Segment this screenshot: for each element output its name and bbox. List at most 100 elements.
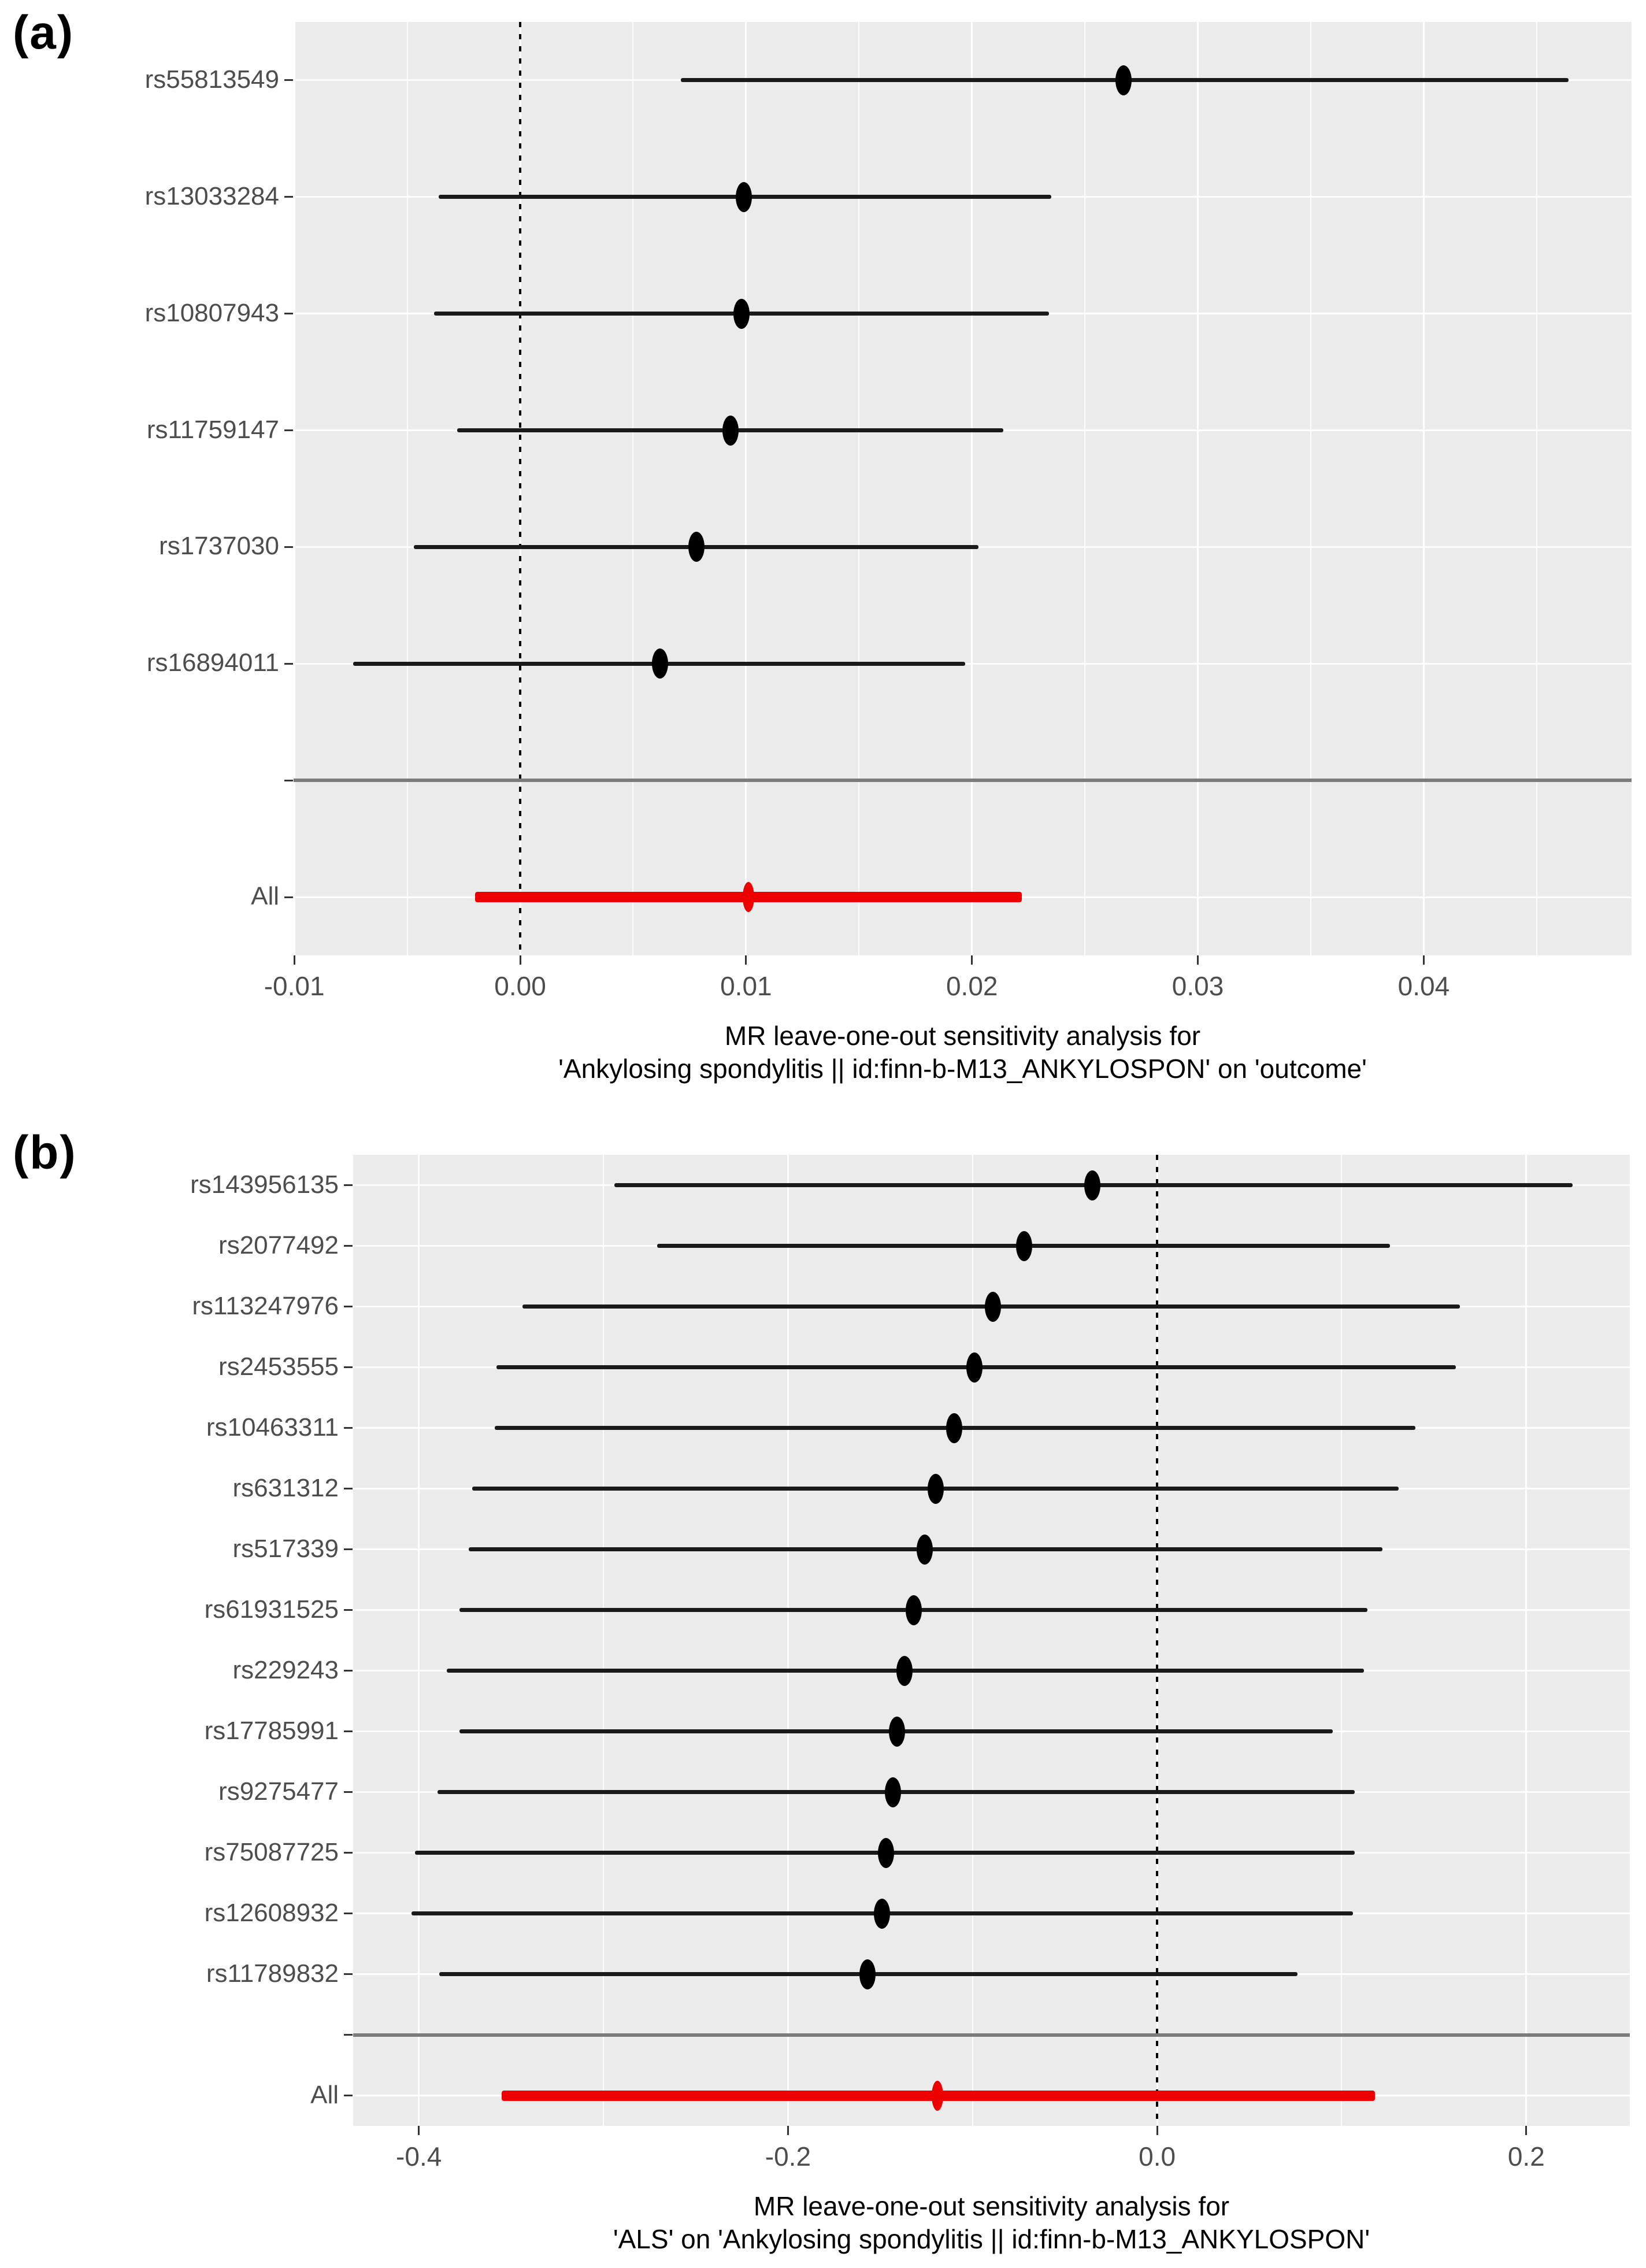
- point-estimate: [688, 532, 705, 562]
- x-tick-label: 0.02: [946, 971, 998, 1001]
- x-axis-tick: [971, 955, 973, 965]
- y-axis-tick: [344, 1245, 353, 1247]
- point-estimate: [1016, 1231, 1033, 1261]
- y-axis-label: rs75087725: [204, 1837, 339, 1866]
- v-gridline-major: [1422, 22, 1425, 955]
- y-axis-label: rs229243: [232, 1655, 339, 1684]
- point-estimate: [1084, 1170, 1101, 1200]
- y-axis-label: rs13033284: [144, 181, 279, 210]
- point-estimate: [735, 181, 752, 212]
- y-axis-label: rs12608932: [204, 1898, 339, 1927]
- v-gridline-minor: [406, 22, 408, 955]
- point-estimate: [652, 648, 669, 679]
- y-axis-label: rs55813549: [144, 65, 279, 94]
- y-axis-tick: [344, 1366, 353, 1368]
- v-gridline-major: [1525, 1155, 1528, 2126]
- y-axis-tick: [284, 546, 293, 548]
- y-axis-label: rs113247976: [192, 1291, 339, 1320]
- y-axis-tick: [284, 313, 293, 315]
- y-axis-tick: [344, 1184, 353, 1186]
- point-estimate: [916, 1534, 933, 1565]
- y-axis-label: rs143956135: [190, 1170, 339, 1199]
- x-tick-label: -0.4: [396, 2141, 442, 2171]
- x-tick-label: -0.2: [765, 2141, 811, 2171]
- y-axis-label: rs11789832: [206, 1959, 339, 1988]
- y-axis-label: rs61931525: [204, 1595, 339, 1624]
- figure-label-a: (a): [13, 6, 75, 59]
- y-axis-label: All: [310, 2080, 339, 2109]
- x-axis-tick: [519, 955, 521, 965]
- x-tick-label: -0.01: [264, 971, 325, 1001]
- point-estimate: [877, 1837, 894, 1868]
- y-axis-tick: [344, 1973, 353, 1975]
- x-axis-tick: [787, 2126, 789, 2135]
- y-axis-tick: [284, 196, 293, 198]
- x-tick-label: 0.2: [1507, 2141, 1545, 2171]
- y-axis-label: rs9275477: [218, 1777, 339, 1806]
- y-axis-label: All: [251, 882, 279, 911]
- x-tick-label: 0.03: [1172, 971, 1224, 1001]
- point-estimate: [927, 1473, 944, 1504]
- v-gridline-minor: [1536, 22, 1537, 955]
- x-axis-tick: [418, 2126, 420, 2135]
- x-axis-tick: [1525, 2126, 1528, 2135]
- x-axis-title-a-line1: MR leave-one-out sensitivity analysis fo…: [724, 1021, 1201, 1051]
- point-estimate: [966, 1352, 983, 1383]
- x-tick-label: 0.01: [720, 971, 772, 1001]
- point-estimate: [946, 1413, 962, 1443]
- y-axis-tick: [344, 1791, 353, 1793]
- y-axis-tick: [344, 1427, 353, 1429]
- figure-label-b: (b): [13, 1126, 77, 1179]
- y-axis-tick: [284, 429, 293, 432]
- y-axis-label: rs2077492: [218, 1231, 339, 1259]
- x-axis-title-b-line1: MR leave-one-out sensitivity analysis fo…: [753, 2191, 1230, 2221]
- point-estimate: [984, 1291, 1001, 1322]
- y-axis-tick: [344, 1488, 353, 1489]
- x-axis-tick: [745, 955, 747, 965]
- all-point-estimate: [932, 2080, 944, 2111]
- point-estimate: [722, 415, 739, 446]
- y-axis-label: rs10463311: [206, 1413, 339, 1441]
- point-estimate: [874, 1898, 891, 1929]
- all-point-estimate: [742, 882, 754, 913]
- y-axis-label: rs10807943: [144, 298, 279, 327]
- point-estimate: [888, 1716, 905, 1747]
- v-gridline-minor: [603, 1155, 605, 2126]
- y-axis-label: rs2453555: [218, 1352, 339, 1381]
- x-axis-tick: [1422, 955, 1425, 965]
- x-tick-label: 0.00: [494, 971, 546, 1001]
- point-estimate: [905, 1595, 922, 1625]
- v-gridline-major: [293, 22, 295, 955]
- x-axis-title-b-line2: 'ALS' on 'Ankylosing spondylitis || id:f…: [613, 2224, 1370, 2254]
- v-gridline-major: [1197, 22, 1199, 955]
- y-axis-tick: [344, 2034, 353, 2036]
- y-axis-tick: [344, 1852, 353, 1854]
- y-axis-tick: [344, 2095, 353, 2096]
- plot-area-a: [294, 22, 1632, 955]
- y-axis-tick: [284, 896, 293, 898]
- y-axis-tick: [344, 1306, 353, 1307]
- point-estimate: [733, 298, 750, 329]
- v-gridline-major: [971, 22, 973, 955]
- zero-reference-line: [1156, 1155, 1159, 2126]
- v-gridline-minor: [1310, 22, 1311, 955]
- y-axis-tick: [344, 1670, 353, 1672]
- y-axis-tick: [344, 1730, 353, 1732]
- v-gridline-major: [418, 1155, 420, 2126]
- y-axis-tick: [284, 662, 293, 665]
- v-gridline-major: [745, 22, 747, 955]
- y-axis-tick: [344, 1913, 353, 1914]
- v-gridline-minor: [972, 1155, 973, 2126]
- y-axis-label: rs1737030: [159, 532, 279, 561]
- y-axis-label: rs631312: [232, 1473, 339, 1502]
- separator-line: [353, 2033, 1630, 2037]
- v-gridline-minor: [858, 22, 860, 955]
- separator-line: [294, 779, 1632, 783]
- point-estimate: [896, 1655, 913, 1686]
- y-axis-label: rs17785991: [204, 1716, 339, 1745]
- point-estimate: [1115, 65, 1132, 95]
- y-axis-label: rs11759147: [146, 415, 279, 444]
- point-estimate: [885, 1777, 902, 1807]
